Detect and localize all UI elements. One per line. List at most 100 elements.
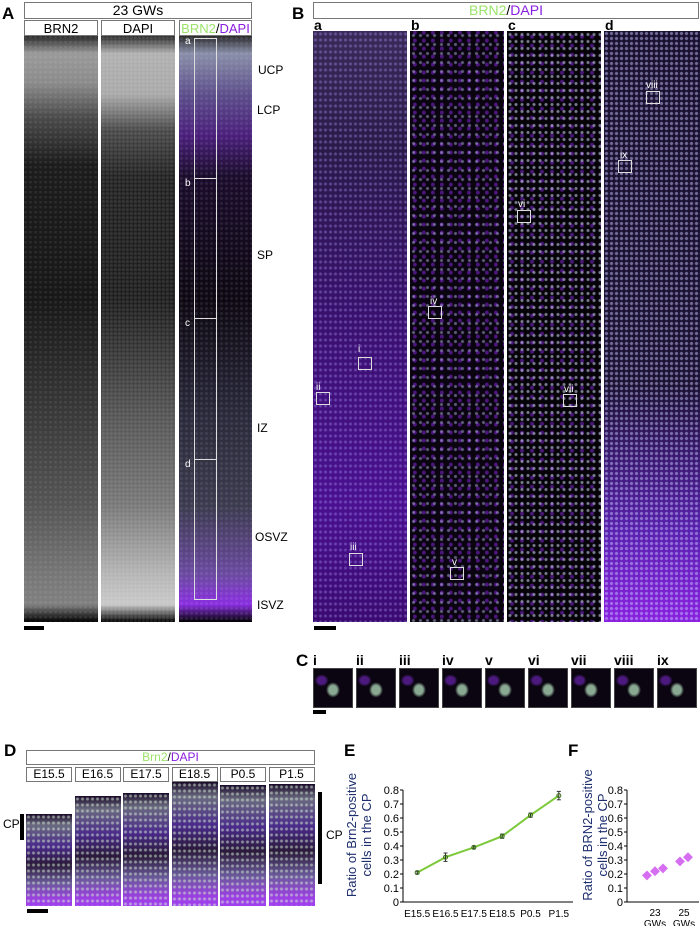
subpanel-c-image <box>507 31 601 622</box>
roi-label-viii: viii <box>646 80 658 91</box>
thumb-label-v: v <box>485 652 493 668</box>
scale-bar-a <box>24 626 44 630</box>
subpanel-d-image <box>604 31 700 622</box>
roi-letter-a: a <box>185 36 191 47</box>
panel-d-label: D <box>4 741 17 760</box>
svg-text:0.8: 0.8 <box>608 785 623 797</box>
cp-bar-left <box>20 814 24 840</box>
cp-marker-right: CP <box>326 828 343 842</box>
thumb-label-viii: viii <box>614 652 634 668</box>
svg-text:E16.5: E16.5 <box>432 909 459 920</box>
thumb-image-v <box>485 668 525 708</box>
svg-text:0.6: 0.6 <box>384 813 399 825</box>
svg-text:0.5: 0.5 <box>608 827 623 839</box>
thumb-label-iii: iii <box>399 652 411 668</box>
roi-box-vii <box>563 394 577 407</box>
svg-text:0.4: 0.4 <box>608 841 623 853</box>
zone-lcp: LCP <box>257 103 281 117</box>
svg-text:0: 0 <box>393 897 399 909</box>
stage-section-E17.5 <box>123 793 169 906</box>
roi-label-v: v <box>452 557 457 568</box>
stage-section-E15.5 <box>26 814 72 906</box>
zone-isvz: ISVZ <box>257 598 284 612</box>
stage-section-P1.5 <box>268 784 315 906</box>
svg-text:E18.5: E18.5 <box>489 909 516 920</box>
thumb-image-vi <box>528 668 568 708</box>
panel-a-title: 23 GWs <box>24 2 252 19</box>
svg-text:0.8: 0.8 <box>384 785 399 797</box>
zone-osvz: OSVZ <box>255 530 288 544</box>
svg-text:0.1: 0.1 <box>608 883 623 895</box>
dapi-section-image <box>101 36 175 622</box>
svg-text:25: 25 <box>678 908 690 919</box>
thumb-label-ii: ii <box>356 652 364 668</box>
svg-text:0.2: 0.2 <box>608 869 623 881</box>
svg-text:0.3: 0.3 <box>384 855 399 867</box>
roi-column-box <box>194 38 217 600</box>
svg-text:0.5: 0.5 <box>384 827 399 839</box>
svg-text:E15.5: E15.5 <box>404 909 431 920</box>
svg-text:0: 0 <box>617 897 623 909</box>
zone-sp: SP <box>257 248 274 262</box>
zone-ucp: UCP <box>258 63 284 77</box>
roi-label-vii: vii <box>564 384 574 395</box>
panel-e-label: E <box>344 741 356 760</box>
roi-label-iii: iii <box>350 542 357 553</box>
subpanel-label-c: c <box>508 17 516 33</box>
merge-section-image <box>179 36 252 622</box>
stage-label-E16.5: E16.5 <box>74 767 121 782</box>
thumb-label-ix: ix <box>657 652 669 668</box>
scale-bar-d <box>27 909 48 913</box>
roi-box-iv <box>428 306 442 319</box>
stage-label-P0.5: P0.5 <box>220 767 266 782</box>
thumb-label-iv: iv <box>442 652 454 668</box>
roi-box-i <box>358 357 372 370</box>
thumb-label-vi: vi <box>528 652 540 668</box>
svg-text:0.3: 0.3 <box>608 855 623 867</box>
stage-label-E17.5: E17.5 <box>123 767 169 782</box>
stage-label-E18.5: E18.5 <box>171 767 218 782</box>
svg-text:0.2: 0.2 <box>384 869 399 881</box>
svg-text:GWs: GWs <box>673 919 695 926</box>
roi-letter-d: d <box>185 459 191 470</box>
subpanel-label-b: b <box>411 17 420 33</box>
roi-label-ii: ii <box>316 382 321 393</box>
column-label-merge: BRN2/DAPI <box>179 20 252 36</box>
svg-text:GWs: GWs <box>644 919 666 926</box>
stage-section-P0.5 <box>220 785 266 906</box>
panel-f-label: F <box>568 741 579 760</box>
stage-label-P1.5: P1.5 <box>268 767 315 782</box>
thumb-image-viii <box>614 668 654 708</box>
thumb-label-i: i <box>313 652 317 668</box>
panel-c-label: C <box>296 651 309 670</box>
cp-marker-left: CP <box>3 817 20 831</box>
thumb-image-i <box>313 668 353 708</box>
svg-text:0.7: 0.7 <box>608 799 623 811</box>
panel-d-title: Brn2/DAPI <box>26 750 315 765</box>
roi-label-ix: ix <box>620 150 628 161</box>
roi-letter-c: c <box>185 318 190 329</box>
stage-label-E15.5: E15.5 <box>26 767 72 782</box>
svg-text:P0.5: P0.5 <box>520 909 541 920</box>
roi-divider-c <box>194 318 217 319</box>
svg-text:E17.5: E17.5 <box>461 909 488 920</box>
roi-box-ii <box>316 392 330 405</box>
zone-iz: IZ <box>257 421 268 435</box>
column-label-brn2: BRN2 <box>24 20 98 36</box>
roi-box-vi <box>517 210 531 223</box>
subpanel-a-image <box>313 31 407 622</box>
roi-box-iii <box>349 553 363 566</box>
subpanel-label-d: d <box>605 17 614 33</box>
roi-letter-b: b <box>185 178 191 189</box>
cp-bar-right <box>318 792 322 884</box>
thumb-image-ii <box>356 668 396 708</box>
column-label-dapi: DAPI <box>101 20 175 36</box>
thumb-image-vii <box>571 668 611 708</box>
thumb-image-iv <box>442 668 482 708</box>
svg-text:0.6: 0.6 <box>608 813 623 825</box>
panel-b-label: B <box>292 4 305 23</box>
roi-box-v <box>450 567 464 580</box>
subpanel-label-a: a <box>314 17 322 33</box>
roi-box-viii <box>646 91 660 104</box>
